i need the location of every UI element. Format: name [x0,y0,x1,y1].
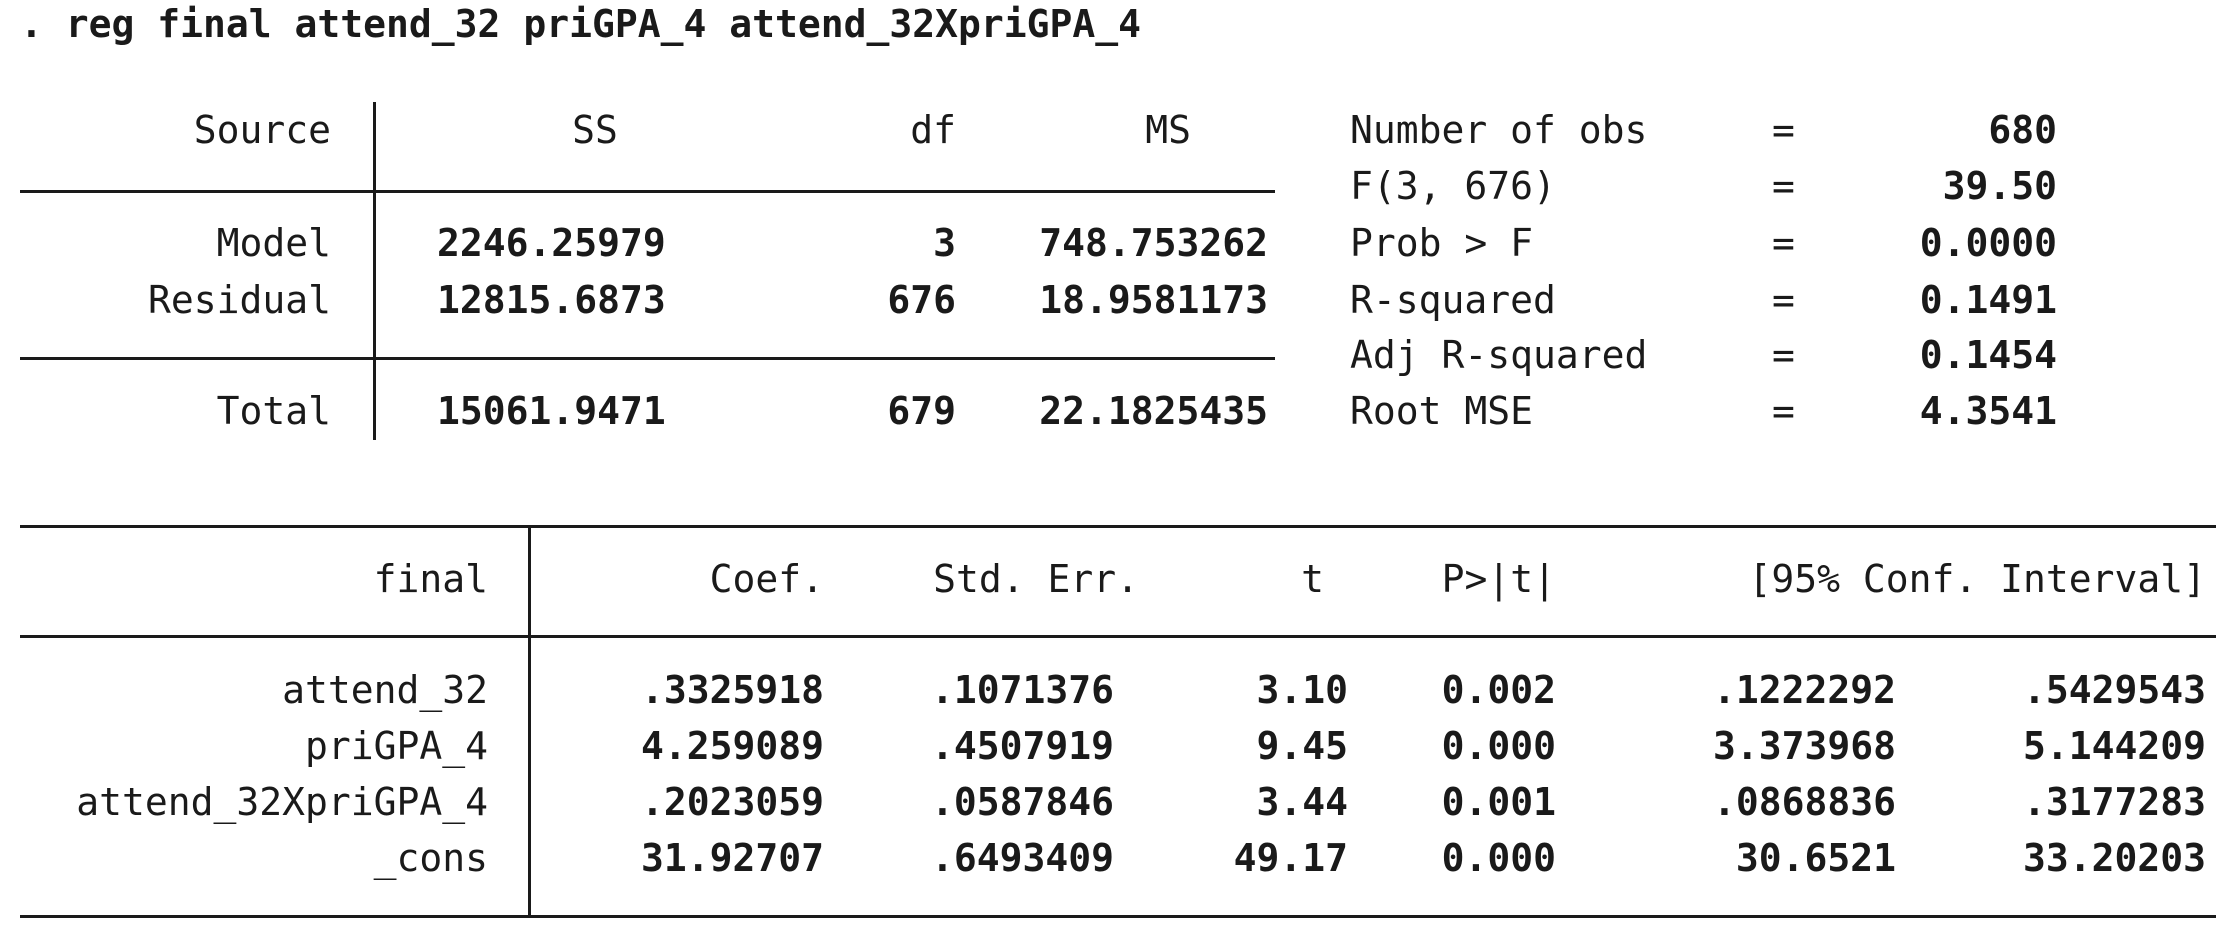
coef-row-coef: .2023059 [640,780,824,824]
stat-equals: = [1772,333,1795,377]
coef-row-ci-lower: 30.6521 [1735,836,1896,880]
anova-row-df: 676 [887,278,956,322]
coef-row-ci-upper: .5429543 [2022,668,2206,712]
coef-row-ci-upper: 5.144209 [2022,724,2206,768]
coef-row-p: 0.002 [1441,668,1556,712]
coef-row-p: 0.001 [1441,780,1556,824]
anova-header-rule [20,190,1275,193]
stat-value: 0.1454 [1919,333,2057,377]
coef-row-var: _cons [373,836,488,880]
coef-row-t: 3.10 [1256,668,1348,712]
coef-row-ci-lower: 3.373968 [1712,724,1896,768]
coef-header-p: P>|t| [1441,557,1556,601]
stat-value: 0.0000 [1919,221,2057,265]
coef-top-rule [20,525,2216,528]
coef-header-rule [20,635,2216,638]
coef-bottom-rule [20,915,2216,918]
anova-row-source: Residual [147,278,331,322]
coef-header-t: t [1301,557,1324,601]
anova-header-ss: SS [572,108,618,152]
coef-header-coef: Coef. [709,557,824,601]
stat-equals: = [1772,221,1795,265]
anova-total-ms: 22.1825435 [1039,389,1268,433]
coef-row-ci-lower: .0868836 [1712,780,1896,824]
stat-value: 39.50 [1942,164,2057,208]
coef-vertical-divider [528,525,531,918]
anova-header-df: df [910,108,956,152]
stat-equals: = [1772,389,1795,433]
anova-row-source: Model [216,221,331,265]
coef-row-se: .0587846 [930,780,1114,824]
coef-row-ci-upper: .3177283 [2022,780,2206,824]
stat-value: 680 [1988,108,2057,152]
stat-equals: = [1772,164,1795,208]
anova-row-ss: 2246.25979 [437,221,666,265]
coef-row-coef: 31.92707 [640,836,824,880]
coef-row-p: 0.000 [1441,836,1556,880]
coef-header-depvar: final [373,557,488,601]
anova-row-ms: 748.753262 [1039,221,1268,265]
coef-row-se: .6493409 [930,836,1114,880]
anova-vertical-divider [373,102,376,440]
stat-value: 0.1491 [1919,278,2057,322]
anova-row-df: 3 [933,221,956,265]
command-line: . reg final attend_32 priGPA_4 attend_32… [20,2,1142,46]
coef-row-var: priGPA_4 [304,724,488,768]
coef-header-ci: [95% Conf. Interval] [1748,557,2206,601]
anova-total-rule [20,357,1275,360]
stat-equals: = [1772,278,1795,322]
anova-header-ms: MS [1145,108,1191,152]
coef-row-se: .4507919 [930,724,1114,768]
stat-label: R-squared [1350,278,1556,322]
anova-total-df: 679 [887,389,956,433]
anova-total-ss: 15061.9471 [437,389,666,433]
coef-row-se: .1071376 [930,668,1114,712]
stat-value: 4.3541 [1919,389,2057,433]
coef-row-t: 49.17 [1233,836,1348,880]
coef-row-var: attend_32XpriGPA_4 [76,780,488,824]
coef-row-p: 0.000 [1441,724,1556,768]
coef-row-t: 9.45 [1256,724,1348,768]
anova-row-ms: 18.9581173 [1039,278,1268,322]
anova-row-ss: 12815.6873 [437,278,666,322]
stat-label: Adj R-squared [1350,333,1648,377]
coef-row-coef: .3325918 [640,668,824,712]
coef-row-var: attend_32 [282,668,488,712]
stat-label: F(3, 676) [1350,164,1556,208]
coef-header-se: Std. Err. [933,557,1139,601]
stat-label: Root MSE [1350,389,1534,433]
anova-total-source: Total [216,389,331,433]
coef-row-ci-upper: 33.20203 [2022,836,2206,880]
coef-row-ci-lower: .1222292 [1712,668,1896,712]
coef-row-coef: 4.259089 [640,724,824,768]
anova-header-source: Source [193,108,331,152]
stat-label: Number of obs [1350,108,1648,152]
stat-equals: = [1772,108,1795,152]
coef-row-t: 3.44 [1256,780,1348,824]
stat-label: Prob > F [1350,221,1534,265]
